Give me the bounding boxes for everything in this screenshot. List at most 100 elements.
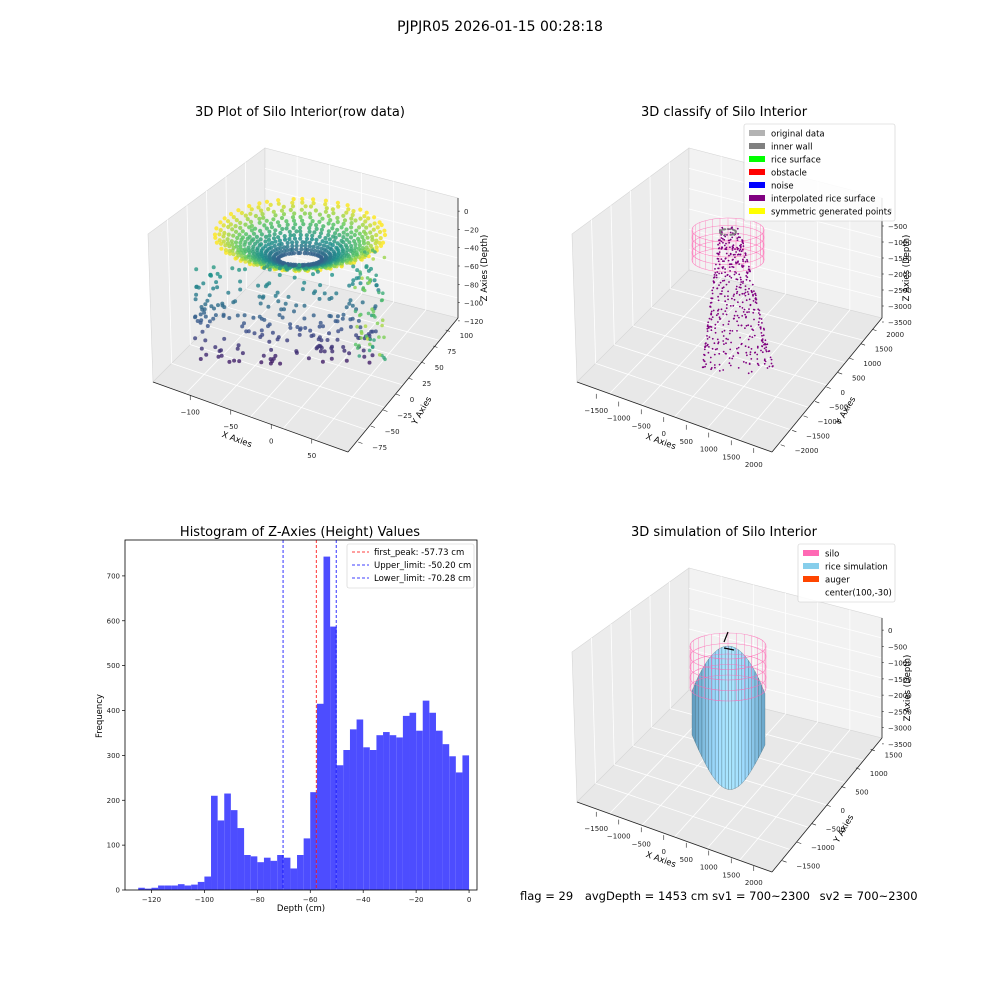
classify-point — [715, 274, 718, 277]
simulation-z-tick-label: −3500 — [888, 741, 912, 749]
raw-point — [255, 239, 260, 244]
raw-point — [318, 320, 323, 325]
classify-point — [710, 297, 713, 300]
raw-point — [219, 348, 223, 353]
classify-point — [770, 358, 773, 361]
grid-line — [649, 595, 653, 728]
raw-point — [348, 248, 353, 254]
classify-point — [711, 292, 714, 295]
raw-point — [290, 204, 296, 209]
raw-point — [237, 232, 242, 237]
raw-point — [380, 323, 384, 328]
classify-point — [710, 313, 712, 316]
grid-line — [206, 190, 210, 327]
raw-point — [319, 345, 324, 350]
raw-point — [240, 351, 245, 356]
raw-point — [373, 329, 378, 334]
classify-point — [722, 266, 725, 268]
classify-point — [717, 258, 720, 260]
raw-plot-ticks: −100−50050−75−50−2502550751000−20−40−60−… — [181, 208, 484, 460]
raw-point — [277, 266, 282, 271]
raw-point — [282, 237, 288, 242]
classify-point — [714, 331, 717, 334]
classify-point — [716, 348, 718, 350]
raw-point — [341, 312, 346, 317]
raw-point — [327, 331, 331, 336]
classify-point — [744, 313, 746, 316]
classify-point — [733, 293, 735, 296]
classify-point — [761, 322, 763, 324]
simulation-x-tick-label: 500 — [680, 856, 693, 864]
classify-point — [749, 353, 752, 356]
histogram-bars — [138, 556, 470, 890]
classify-point — [725, 342, 727, 345]
classify-point — [741, 248, 744, 251]
classify-point — [735, 251, 737, 253]
classify-point — [722, 335, 725, 337]
raw-point — [350, 212, 355, 218]
histogram-bar — [343, 750, 350, 890]
classify-point — [729, 231, 732, 234]
raw-point — [258, 228, 263, 233]
raw-point — [290, 240, 295, 245]
raw-point — [226, 232, 231, 237]
classify-point — [737, 324, 740, 327]
classify-point — [745, 324, 748, 327]
classify-point — [740, 278, 742, 281]
raw-point — [378, 243, 384, 248]
classify-point — [762, 334, 765, 337]
classify-point — [752, 308, 755, 311]
raw-point — [319, 227, 324, 232]
raw-point — [297, 250, 303, 256]
histogram-x-tick-label: −100 — [195, 896, 214, 904]
histogram-ticks: −120 −100 −80 −60 −40 −20 0 0 100 200 300 400 500 600… — [107, 572, 472, 904]
histogram-x-tick-label: −80 — [250, 896, 265, 904]
raw-point — [332, 251, 337, 256]
raw-point — [348, 235, 354, 240]
raw-point — [368, 230, 373, 235]
rice-surface-strip — [728, 645, 732, 790]
histogram-x-tick-label: −40 — [356, 896, 371, 904]
raw-point — [286, 294, 291, 299]
raw-point — [290, 244, 295, 249]
raw-point — [285, 267, 290, 272]
raw-point — [303, 204, 308, 209]
raw-point — [323, 236, 328, 241]
classify-point — [760, 318, 763, 320]
classify-point — [730, 233, 733, 236]
raw-point — [213, 313, 218, 318]
histogram-bar — [224, 793, 231, 890]
raw-point — [310, 233, 315, 238]
classify-point — [746, 276, 749, 279]
classify-point — [745, 316, 747, 319]
raw-point — [325, 338, 330, 342]
classify-point — [756, 353, 759, 356]
raw-point — [234, 218, 239, 223]
classify-point — [725, 283, 728, 286]
classify-point — [717, 341, 720, 344]
classify-point — [759, 326, 762, 328]
classify-point — [719, 239, 721, 242]
raw-point — [298, 236, 303, 241]
classify-point — [738, 316, 740, 319]
classify-point — [748, 308, 750, 310]
raw-point — [207, 293, 212, 298]
raw-point — [262, 266, 267, 270]
raw-x-tick-label: −100 — [181, 408, 200, 416]
raw-point — [335, 337, 340, 342]
classify-point — [724, 257, 727, 260]
raw-point — [219, 353, 224, 358]
classify-point — [744, 288, 747, 291]
raw-point — [231, 252, 236, 257]
raw-point — [315, 245, 320, 250]
raw-point — [200, 329, 205, 334]
classify-point — [751, 328, 754, 331]
raw-point — [317, 234, 322, 239]
histogram-bar — [283, 857, 291, 890]
raw-point — [236, 343, 241, 348]
raw-y-tick-mark — [408, 377, 413, 380]
raw-point — [252, 331, 257, 336]
raw-y-tick-label: 25 — [422, 380, 431, 388]
raw-point — [367, 280, 372, 285]
classify-point — [746, 259, 748, 261]
